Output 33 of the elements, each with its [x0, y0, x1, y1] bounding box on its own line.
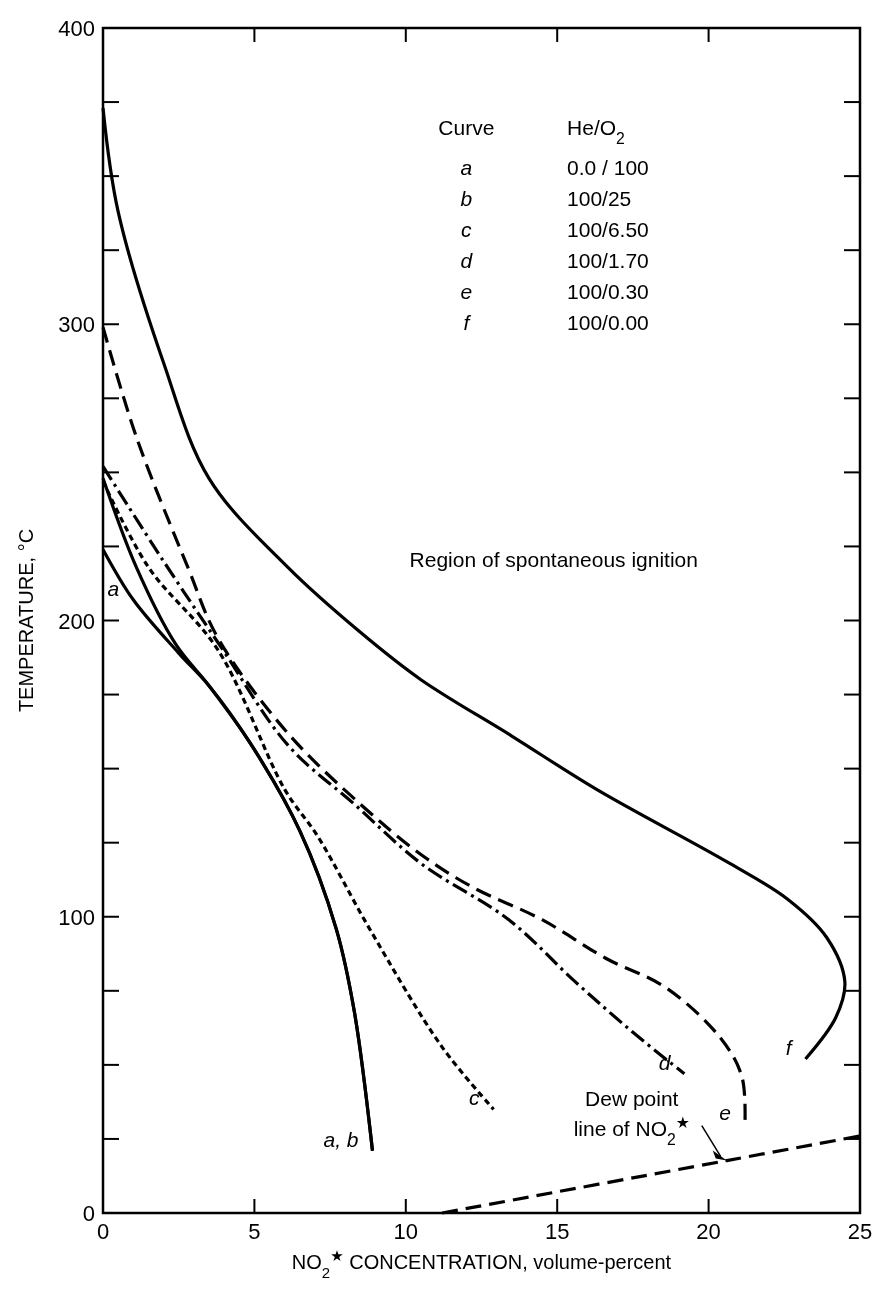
y-tick-label: 300	[58, 312, 95, 338]
y-tick-label: 400	[58, 16, 95, 41]
annotation: Region of spontaneous ignition	[409, 548, 698, 572]
annotation: a	[107, 576, 120, 600]
annotation: 100/0.30	[567, 280, 649, 303]
x-tick-label: 10	[393, 1219, 419, 1244]
annotation: 0.0 / 100	[567, 156, 649, 179]
annotation: c	[469, 1086, 481, 1110]
annotation: He/O$_{2}$	[567, 116, 625, 147]
annotation: f	[785, 1035, 794, 1059]
x-tick-label: 20	[696, 1219, 721, 1244]
x-tick-label: 5	[248, 1219, 261, 1244]
annotation: 100/0.00	[567, 311, 649, 334]
annotation: a	[460, 156, 473, 179]
annotation: a, b	[323, 1127, 359, 1151]
y-tick-label: 100	[58, 904, 95, 930]
annotation: d	[460, 249, 474, 272]
x-tick-label: 25	[847, 1219, 873, 1244]
annotation: 100/6.50	[567, 218, 649, 241]
annotation: f	[463, 311, 472, 334]
x-axis-title: NO$_{2}$$^{★}$ CONCENTRATION, volume-percent	[291, 1246, 672, 1281]
annotation: d	[658, 1050, 672, 1074]
y-tick-label: 200	[58, 608, 95, 634]
y-tick-label: 0	[82, 1201, 95, 1226]
annotation: c	[461, 218, 473, 241]
x-tick-label: 15	[544, 1219, 570, 1244]
y-axis-title: TEMPERATURE, °C	[15, 528, 37, 713]
annotation: e	[460, 280, 473, 303]
annotation: Curve	[438, 116, 495, 139]
annotation: 100/25	[567, 187, 632, 210]
annotation: b	[460, 187, 473, 210]
annotation: 100/1.70	[567, 249, 649, 272]
annotation: e	[719, 1101, 731, 1125]
